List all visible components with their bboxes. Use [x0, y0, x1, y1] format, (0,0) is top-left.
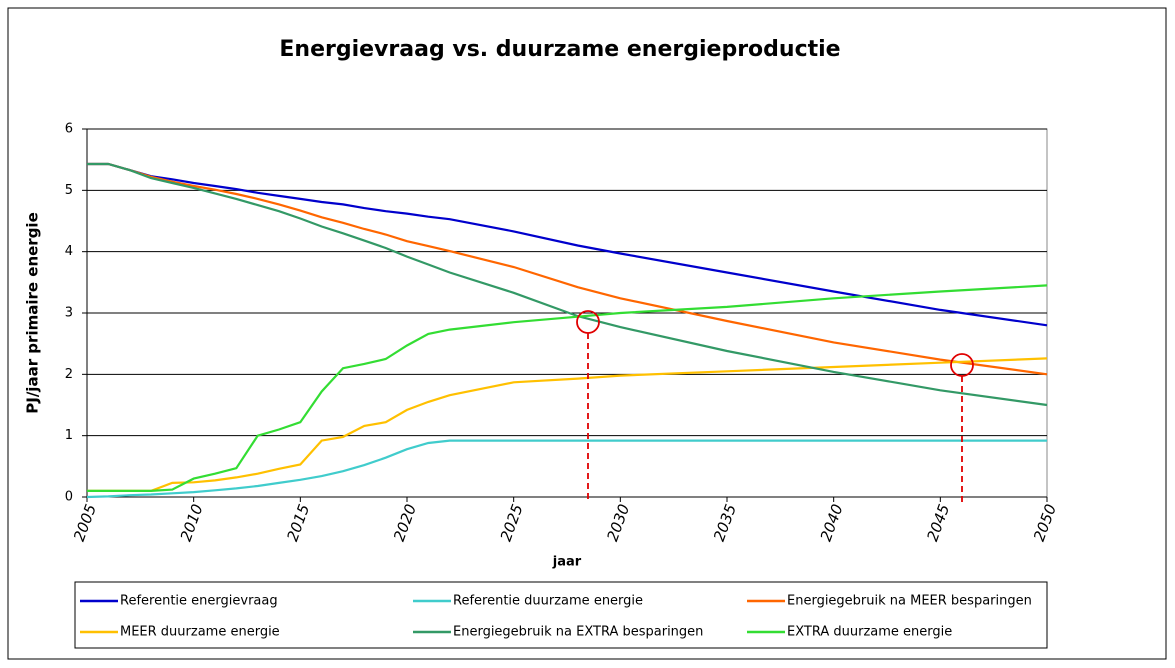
legend-label: Referentie duurzame energie — [453, 594, 643, 609]
legend-label: Energiegebruik na EXTRA besparingen — [453, 625, 703, 640]
y-tick-label: 3 — [65, 306, 73, 321]
series-line — [87, 357, 1048, 492]
annotations — [576, 310, 974, 503]
series-line — [87, 162, 1048, 407]
legend-label: Energiegebruik na MEER besparingen — [787, 594, 1032, 609]
y-axis-label: PJ/jaar primaire energie — [24, 212, 42, 414]
series-line — [87, 162, 1048, 376]
series-line — [86, 439, 1047, 499]
series-line — [87, 162, 1048, 327]
y-tick-label: 1 — [65, 428, 73, 443]
y-tick-label: 6 — [65, 122, 73, 137]
legend-box — [74, 581, 1048, 649]
y-tick-label: 0 — [65, 490, 73, 505]
legend-label: EXTRA duurzame energie — [787, 625, 952, 640]
x-axis-label: jaar — [552, 555, 582, 570]
y-tick-label: 2 — [65, 367, 73, 382]
y-tick-label: 5 — [65, 183, 73, 198]
legend-label: Referentie energievraag — [120, 594, 278, 609]
legend-label: MEER duurzame energie — [120, 625, 280, 640]
series-line — [87, 284, 1048, 492]
y-tick-label: 4 — [65, 244, 73, 259]
chart-title: Energievraag vs. duurzame energieproduct… — [279, 37, 840, 62]
